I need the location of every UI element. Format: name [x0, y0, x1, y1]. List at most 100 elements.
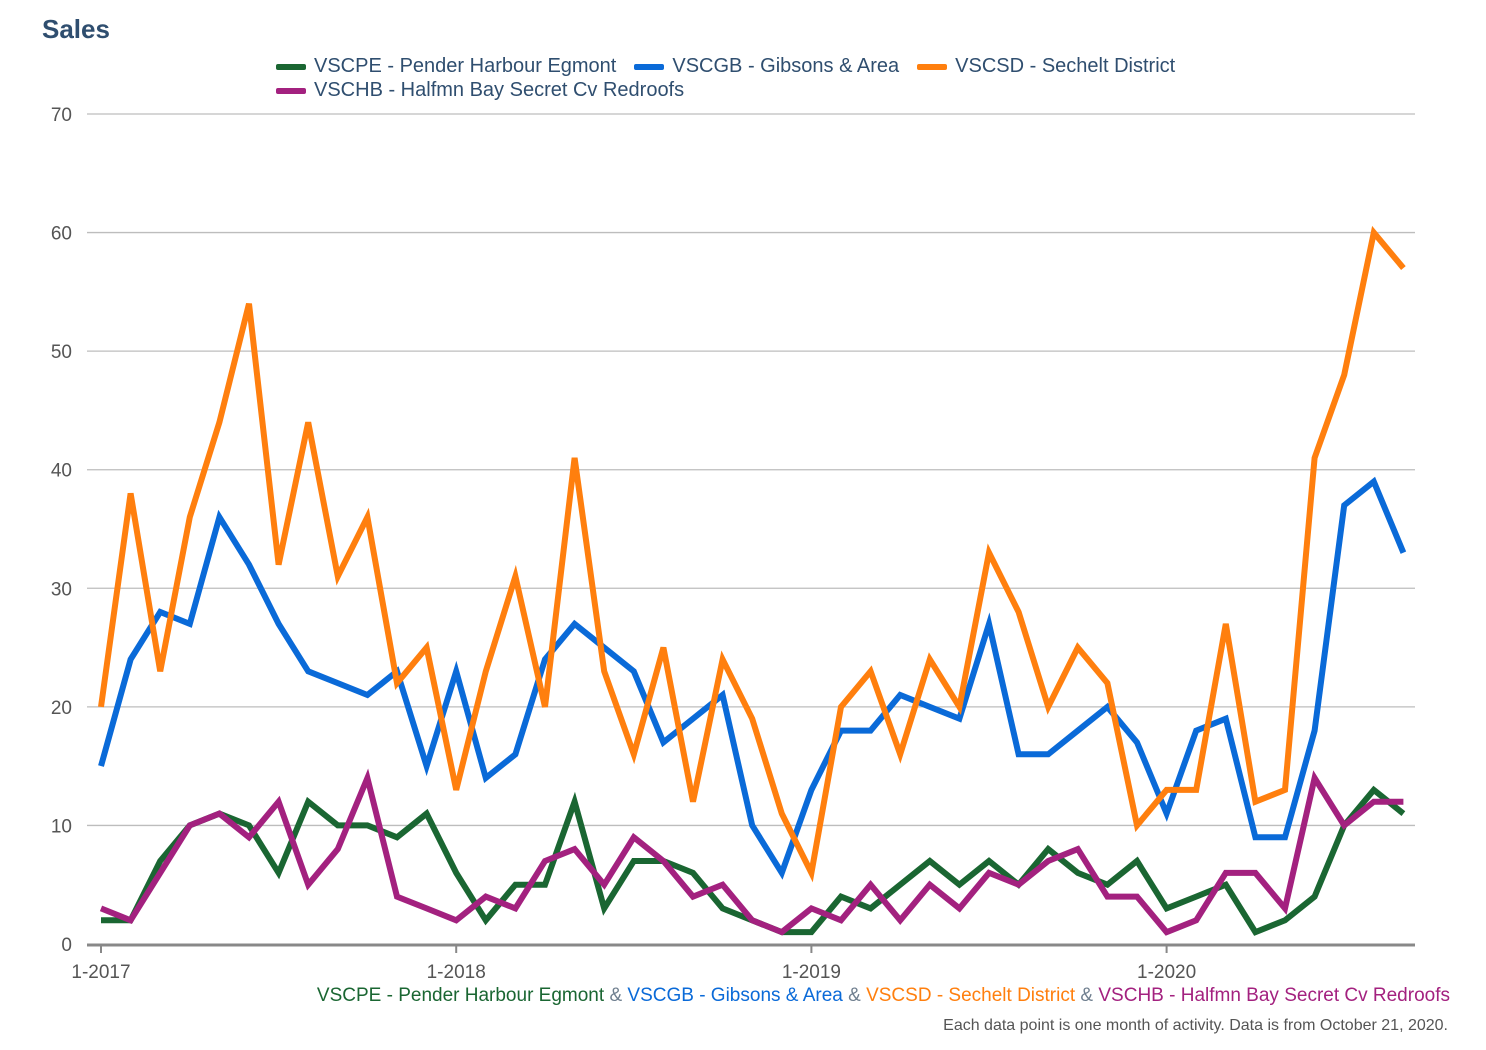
data-point-s1-6 [276, 621, 281, 626]
data-point-s1-42 [1342, 503, 1347, 508]
data-point-s2-3 [187, 515, 192, 520]
data-point-s3-24 [809, 906, 814, 911]
data-point-s0-26 [868, 906, 873, 911]
bottom-separator-1: & [609, 985, 623, 1006]
y-tick-label-0: 0 [61, 935, 72, 956]
data-point-s1-20 [691, 716, 696, 721]
data-point-s3-43 [1371, 799, 1376, 804]
gridlines [87, 113, 1415, 827]
series-lines [98, 225, 1407, 936]
data-point-s0-18 [631, 859, 636, 864]
data-point-s3-18 [631, 835, 636, 840]
data-point-s1-39 [1253, 835, 1258, 840]
data-point-s1-13 [483, 776, 488, 781]
data-point-s3-15 [543, 859, 548, 864]
bottom-series-vscgb: VSCGB - Gibsons & Area [627, 985, 843, 1006]
data-point-s1-32 [1046, 752, 1051, 757]
data-point-s3-29 [957, 906, 962, 911]
data-point-s3-13 [483, 894, 488, 899]
legend-swatch-vscpe [276, 63, 306, 70]
x-tick-label-1-2020: 1-2020 [1137, 962, 1196, 983]
data-point-s1-1 [128, 657, 133, 662]
data-point-s3-17 [602, 882, 607, 887]
data-point-s0-20 [691, 870, 696, 875]
data-point-s1-14 [513, 752, 518, 757]
data-point-s2-15 [543, 704, 548, 709]
data-point-s3-41 [1312, 776, 1317, 781]
legend-swatch-vschb [276, 87, 306, 94]
data-point-s1-8 [335, 681, 340, 686]
data-point-s2-0 [99, 704, 104, 709]
data-point-s3-9 [365, 776, 370, 781]
legend-item-vscgb[interactable]: VSCGB - Gibsons & Area [634, 55, 899, 78]
data-point-s1-31 [1016, 752, 1021, 757]
data-point-s0-36 [1164, 906, 1169, 911]
data-point-s2-21 [720, 657, 725, 662]
data-point-s1-26 [868, 728, 873, 733]
data-point-s2-43 [1371, 230, 1376, 235]
legend-row-1: VSCPE - Pender Harbour Egmont VSCGB - Gi… [276, 55, 1193, 78]
data-point-s2-23 [779, 811, 784, 816]
data-point-s1-24 [809, 787, 814, 792]
bottom-series-caption: VSCPE - Pender Harbour Egmont & VSCGB - … [317, 985, 1450, 1007]
data-point-s2-25 [839, 704, 844, 709]
data-point-s3-35 [1135, 894, 1140, 899]
data-point-s1-18 [631, 669, 636, 674]
data-point-s1-43 [1371, 479, 1376, 484]
data-point-s3-12 [454, 918, 459, 923]
data-point-s3-14 [513, 906, 518, 911]
data-point-s0-33 [1075, 870, 1080, 875]
data-point-s2-27 [898, 752, 903, 757]
data-point-s1-7 [306, 669, 311, 674]
legend-swatch-vscgb [634, 63, 665, 70]
data-point-s0-35 [1135, 859, 1140, 864]
data-point-s3-34 [1105, 894, 1110, 899]
data-point-s0-17 [602, 906, 607, 911]
data-point-s0-34 [1105, 882, 1110, 887]
data-point-s0-25 [839, 894, 844, 899]
data-point-s2-29 [957, 704, 962, 709]
data-point-s1-38 [1223, 716, 1228, 721]
data-point-s1-29 [957, 716, 962, 721]
data-point-s3-3 [187, 823, 192, 828]
data-point-s2-36 [1164, 787, 1169, 792]
data-point-s1-36 [1164, 811, 1169, 816]
data-point-s3-7 [306, 882, 311, 887]
data-point-s0-38 [1223, 882, 1228, 887]
data-point-s3-10 [395, 894, 400, 899]
data-point-s2-2 [158, 669, 163, 674]
legend-label-vschb: VSCHB - Halfmn Bay Secret Cv Redroofs [314, 79, 685, 101]
data-point-s2-1 [128, 491, 133, 496]
data-point-s0-39 [1253, 930, 1258, 935]
data-point-s3-25 [839, 918, 844, 923]
data-point-s3-37 [1194, 918, 1199, 923]
legend-item-vscsd[interactable]: VSCSD - Sechelt District [917, 55, 1175, 78]
data-point-s1-21 [720, 693, 725, 698]
data-point-s2-5 [247, 301, 252, 306]
data-point-s2-32 [1046, 704, 1051, 709]
data-point-s2-33 [1075, 645, 1080, 650]
legend-item-vschb[interactable]: VSCHB - Halfmn Bay Secret Cv Redroofs [276, 79, 684, 102]
y-tick-label-30: 30 [51, 579, 72, 600]
data-point-s2-13 [483, 669, 488, 674]
data-point-s2-16 [572, 455, 577, 460]
data-point-s1-22 [750, 823, 755, 828]
legend-item-vscpe[interactable]: VSCPE - Pender Harbour Egmont [276, 55, 616, 78]
data-point-s2-6 [276, 562, 281, 567]
data-point-s3-30 [987, 870, 992, 875]
y-tick-label-60: 60 [51, 224, 72, 245]
data-point-s0-29 [957, 882, 962, 887]
data-point-s1-2 [158, 610, 163, 615]
data-point-s1-28 [927, 704, 932, 709]
data-point-s0-27 [898, 882, 903, 887]
series-line-0 [101, 785, 1406, 936]
data-point-s2-22 [750, 716, 755, 721]
data-point-s2-30 [987, 550, 992, 555]
data-point-s3-33 [1075, 847, 1080, 852]
data-point-s0-43 [1371, 787, 1376, 792]
bottom-separator-3: & [1080, 985, 1094, 1006]
data-point-s0-44 [1401, 811, 1406, 816]
series-line-1 [98, 476, 1407, 880]
data-point-s2-18 [631, 752, 636, 757]
data-point-s1-33 [1075, 728, 1080, 733]
